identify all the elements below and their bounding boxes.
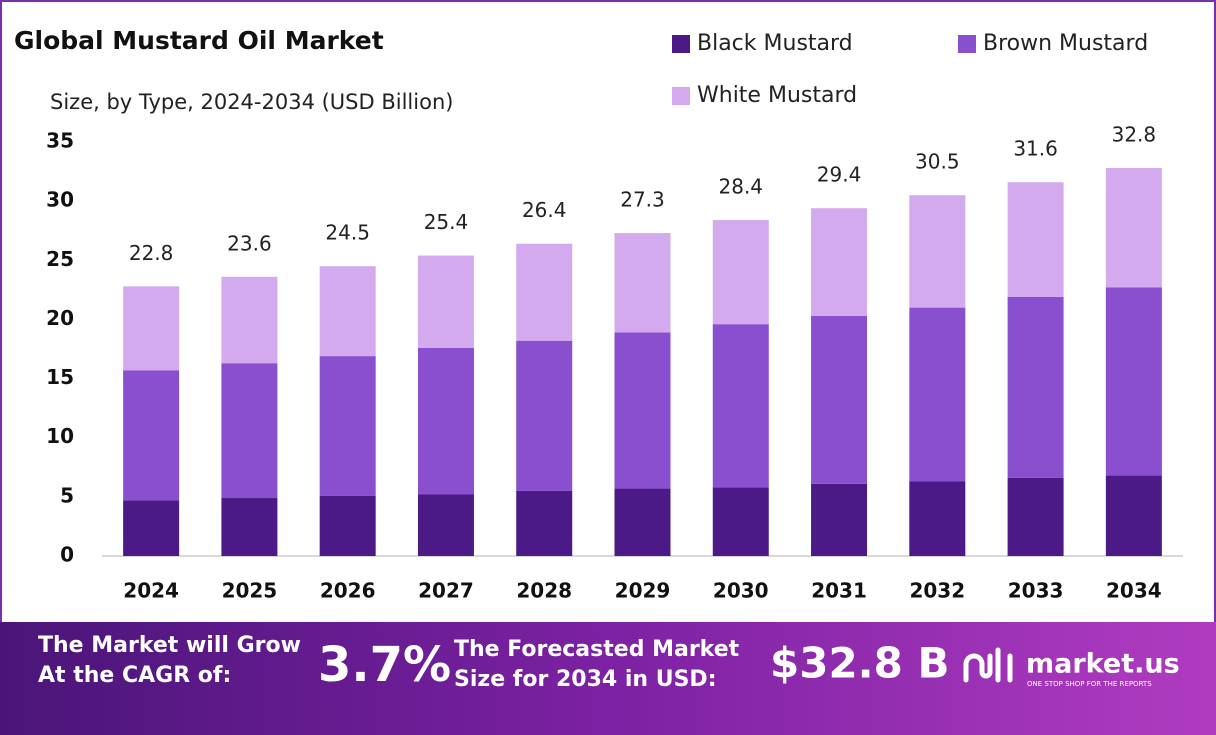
footer-text: Size for 2034 in USD: — [454, 667, 717, 692]
bar-segment — [319, 495, 376, 556]
footer-band — [0, 622, 1216, 735]
chart-subtitle: Size, by Type, 2024-2034 (USD Billion) — [50, 90, 453, 114]
bar-segment — [417, 255, 474, 348]
bar-segment — [909, 195, 966, 308]
total-label: 23.6 — [227, 231, 272, 255]
bar-segment — [319, 266, 376, 357]
footer-text: The Market will Grow — [38, 633, 301, 658]
total-label: 22.8 — [129, 241, 174, 265]
brand-name: market.us — [1026, 649, 1180, 680]
legend-swatch — [958, 35, 976, 53]
legend-label: White Mustard — [697, 83, 857, 108]
total-label: 31.6 — [1013, 137, 1058, 161]
bar-segment — [221, 276, 278, 364]
x-tick-label: 2034 — [1106, 579, 1162, 603]
x-tick-label: 2031 — [811, 579, 867, 603]
brand-tagline: ONE STOP SHOP FOR THE REPORTS — [1027, 680, 1152, 688]
y-tick-label: 20 — [46, 306, 74, 330]
footer-text: The Forecasted Market — [454, 637, 740, 662]
x-tick-label: 2029 — [615, 579, 671, 603]
bar-segment — [1105, 475, 1162, 556]
total-label: 29.4 — [817, 163, 862, 187]
bar-segment — [1105, 168, 1162, 288]
x-tick-label: 2030 — [713, 579, 769, 603]
bar-segment — [417, 494, 474, 556]
bar-segment — [712, 220, 769, 325]
bar-segment — [221, 363, 278, 499]
x-tick-label: 2033 — [1008, 579, 1064, 603]
y-tick-label: 5 — [60, 483, 74, 507]
footer-value: 3.7% — [318, 637, 451, 693]
bar-segment — [221, 498, 278, 556]
y-tick-label: 10 — [46, 424, 74, 448]
bar-segment — [516, 243, 573, 341]
total-label: 27.3 — [620, 188, 665, 212]
bar-segment — [1007, 182, 1064, 297]
bar-segment — [811, 208, 868, 316]
y-tick-label: 35 — [46, 129, 74, 153]
bar-segment — [712, 487, 769, 556]
x-tick-label: 2024 — [123, 579, 179, 603]
footer-value: $32.8 B — [770, 639, 949, 688]
x-tick-label: 2028 — [516, 579, 572, 603]
bar-segment — [319, 356, 376, 496]
bar-segment — [1007, 477, 1064, 556]
x-tick-label: 2025 — [222, 579, 278, 603]
footer-text: At the CAGR of: — [38, 663, 231, 688]
x-tick-label: 2026 — [320, 579, 376, 603]
legend-label: Brown Mustard — [983, 31, 1148, 56]
brand-logo — [963, 647, 1013, 683]
bar-segment — [614, 332, 671, 489]
x-tick-label: 2027 — [418, 579, 474, 603]
x-tick-label: 2032 — [909, 579, 965, 603]
bar-segment — [811, 315, 868, 484]
bar-segment — [1007, 296, 1064, 478]
legend-swatch — [672, 87, 690, 105]
y-tick-label: 15 — [46, 365, 74, 389]
bar-segment — [516, 490, 573, 556]
bar-segment — [712, 324, 769, 488]
total-label: 26.4 — [522, 198, 567, 222]
bar-segment — [516, 340, 573, 491]
bar-segment — [614, 488, 671, 556]
bar-segment — [614, 233, 671, 333]
bar-segment — [811, 483, 868, 556]
legend-swatch — [672, 35, 690, 53]
bar-segment — [417, 347, 474, 495]
y-tick-label: 0 — [60, 543, 74, 567]
y-tick-label: 30 — [46, 188, 74, 212]
bar-segment — [909, 307, 966, 482]
bar-segment — [123, 500, 180, 556]
total-label: 24.5 — [325, 221, 370, 245]
bar-segment — [909, 481, 966, 556]
legend-label: Black Mustard — [697, 31, 853, 56]
total-label: 28.4 — [719, 175, 764, 199]
total-label: 25.4 — [424, 210, 469, 234]
bar-segment — [123, 286, 180, 371]
bar-segment — [1105, 287, 1162, 476]
total-label: 32.8 — [1112, 123, 1157, 147]
chart-title: Global Mustard Oil Market — [14, 26, 384, 55]
total-label: 30.5 — [915, 150, 960, 174]
y-tick-label: 25 — [46, 247, 74, 271]
bar-segment — [123, 370, 180, 501]
